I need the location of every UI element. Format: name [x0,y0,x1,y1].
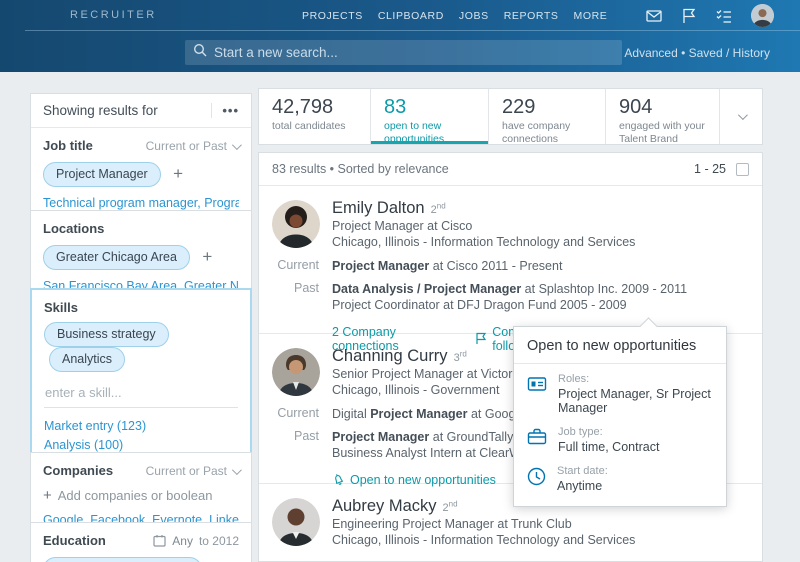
education-label: Education [43,533,106,548]
add-job-title-button[interactable]: + [173,163,184,183]
top-nav: PROJECTS CLIPBOARD JOBS REPORTS MORE [302,10,607,22]
skill-pill[interactable]: Business strategy [44,322,169,347]
candidate-avatar[interactable] [272,498,320,546]
job-title-scope-dropdown[interactable]: Current or Past [146,139,242,153]
bell-icon [332,473,345,486]
stats-tabs: 42,798 total candidates 83 open to new opp… [258,88,763,145]
advanced-saved-history-links[interactable]: Advanced • Saved / History [624,46,770,60]
open-to-opportunities-link[interactable]: Open to new opportunities [332,473,496,487]
candidate-name[interactable]: Aubrey Macky [332,497,437,515]
result-row: Aubrey Macky 2nd Engineering Project Mana… [259,484,762,561]
popup-roles-item: Roles: Project Manager, Sr Project Manage… [514,364,726,417]
job-title-pill[interactable]: Project Manager [43,162,161,187]
skill-pill[interactable]: Analytics [49,347,126,372]
chevron-down-icon [231,464,242,475]
companies-scope-dropdown[interactable]: Current or Past [146,464,242,478]
mail-icon[interactable] [645,7,663,25]
education-date-range[interactable]: Any to 2012 [153,534,239,548]
filter-card-education: Education Any to 2012 Northwestern Unive… [30,522,252,562]
top-header: RECRUITER PROJECTS CLIPBOARD JOBS REPORT… [0,0,800,72]
nav-clipboard[interactable]: CLIPBOARD [377,10,444,22]
global-search[interactable] [185,40,622,65]
candidate-location: Chicago, Illinois - Information Technolo… [332,235,636,249]
search-input[interactable] [214,45,614,60]
tab-company-connections[interactable]: 229 have company connections [489,89,606,145]
clock-icon [527,465,557,493]
company-connections-link[interactable]: 2 Company connections [332,324,399,353]
add-companies-button[interactable]: + Add companies or boolean [43,487,213,504]
nav-projects[interactable]: PROJECTS [302,10,363,22]
popup-title: Open to new opportunities [514,327,726,364]
flag-icon [475,332,487,345]
pagination-range: 1 - 25 [694,162,726,176]
candidate-location: Chicago, Illinois - Government [332,383,500,397]
skill-suggestion-link[interactable]: Analysis (100) [44,438,124,452]
candidate-name[interactable]: Channing Curry [332,347,448,365]
result-row: Emily Dalton 2nd Project Manager at Cisco… [259,186,762,353]
calendar-icon [153,534,166,547]
connection-degree: 3rd [453,349,467,364]
header-divider [25,30,800,31]
job-title-label: Job title [43,138,93,153]
nav-more[interactable]: MORE [573,10,608,22]
skills-label: Skills [44,300,78,315]
candidate-location: Chicago, Illinois - Information Technolo… [332,533,636,547]
locations-label: Locations [43,221,105,236]
search-icon [193,43,207,62]
tab-open-to-new-opportunities[interactable]: 83 open to new opportunities [371,89,489,145]
results-summary: 83 results • Sorted by relevance [272,162,449,176]
candidate-avatar[interactable] [272,200,320,248]
candidate-headline: Engineering Project Manager at Trunk Clu… [332,517,572,531]
location-pill[interactable]: Greater Chicago Area [43,245,190,270]
skill-input[interactable] [44,381,238,408]
briefcase-icon [527,426,558,454]
current-label: Current [277,258,319,272]
tab-talent-brand[interactable]: 904 engaged with your Talent Brand [606,89,720,145]
candidate-headline: Project Manager at Cisco [332,219,473,233]
open-opportunities-popup: Open to new opportunities Roles: Project … [513,326,727,507]
chevron-down-icon [231,139,242,150]
job-title-suggestions-link[interactable]: Technical program manager, Program mana.… [43,196,239,210]
user-avatar[interactable] [751,4,774,27]
select-page-checkbox[interactable] [736,162,749,176]
connection-degree: 2nd [442,499,458,514]
candidate-name[interactable]: Emily Dalton [332,199,425,217]
stats-collapse-button[interactable] [720,89,762,144]
skill-suggestion-link[interactable]: Market entry (123) [44,419,147,433]
nav-jobs[interactable]: JOBS [458,10,489,22]
checklist-icon[interactable] [715,7,733,25]
companies-label: Companies [43,463,114,478]
nav-reports[interactable]: REPORTS [503,10,559,22]
tab-total-candidates[interactable]: 42,798 total candidates [259,89,371,144]
filters-overflow-menu[interactable]: ••• [211,103,239,118]
add-location-button[interactable]: + [202,246,213,266]
past-positions: Data Analysis / Project Manager at Splas… [332,281,688,313]
current-position: Project Manager at Cisco 2011 - Present [332,259,563,273]
popup-job-type-item: Job type: Full time, Contract [514,417,726,456]
filter-card-job-title: Showing results for ••• Job title Curren… [30,93,252,223]
past-label: Past [293,428,319,443]
education-pill[interactable]: Northwestern University [43,557,202,562]
chevron-down-icon [737,110,748,121]
connection-degree: 2nd [430,201,446,216]
past-label: Past [293,280,319,295]
popup-start-date-item: Start date: Anytime [514,456,726,495]
current-label: Current [277,406,319,420]
candidate-avatar[interactable] [272,348,320,396]
id-card-icon [527,373,558,415]
showing-results-title: Showing results for [43,103,158,118]
recruiter-logo: RECRUITER [70,9,157,21]
flag-icon[interactable] [681,7,697,25]
